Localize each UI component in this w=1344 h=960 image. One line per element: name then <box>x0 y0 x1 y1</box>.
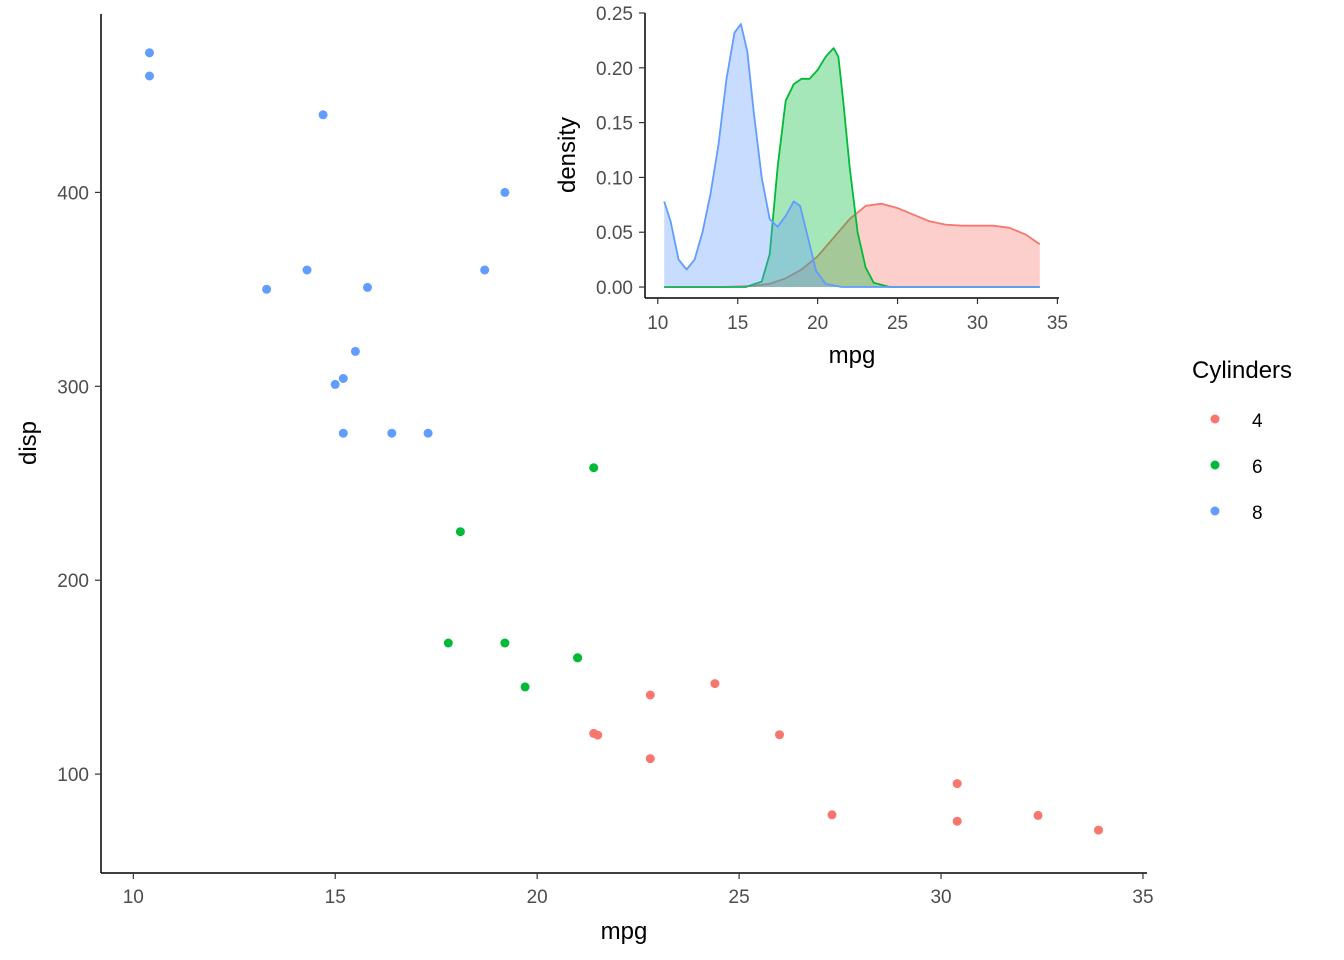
main-x-tick-label: 25 <box>729 887 750 908</box>
inset-y-ticks: 0.00 0.05 0.10 0.15 0.20 0.25 <box>596 4 645 299</box>
scatter-point-cyl-8 <box>318 110 328 120</box>
inset-y-tick-label: 0.10 <box>596 168 633 189</box>
scatter-point-cyl-8 <box>302 265 312 275</box>
inset-x-tick-label: 35 <box>1047 313 1068 334</box>
density-area-cyl-6 <box>664 48 1040 287</box>
scatter-point-cyl-8 <box>145 48 154 58</box>
scatter-point-cyl-4 <box>589 728 599 738</box>
legend-key-cyl-6 <box>1210 460 1220 470</box>
scatter-point-cyl-4 <box>952 779 962 789</box>
scatter-point-cyl-8 <box>262 284 272 294</box>
scatter-point-cyl-6 <box>589 463 599 473</box>
scatter-point-cyl-8 <box>387 428 397 438</box>
inset-density-areas <box>663 23 1041 288</box>
scatter-point-cyl-4 <box>1094 825 1103 835</box>
inset-x-axis-title: mpg <box>829 342 876 369</box>
main-scatter-panel: 10 15 20 25 30 35 100 200 300 400 mpg disp <box>15 14 1154 945</box>
scatter-point-cyl-8 <box>338 428 348 438</box>
legend-label-cyl-8: 8 <box>1252 503 1263 524</box>
scatter-point-cyl-6 <box>443 638 453 648</box>
scatter-point-cyl-4 <box>710 679 720 689</box>
scatter-point-cyl-6 <box>573 653 583 663</box>
inset-x-tick-label: 25 <box>887 313 908 334</box>
inset-x-ticks: 10 15 20 25 30 35 <box>647 298 1068 334</box>
scatter-point-cyl-4 <box>775 730 784 740</box>
scatter-point-cyl-4 <box>952 816 962 826</box>
inset-x-tick-label: 20 <box>807 313 828 334</box>
inset-y-tick-label: 0.00 <box>596 278 633 299</box>
legend-label-cyl-4: 4 <box>1252 411 1263 432</box>
main-y-ticks: 100 200 300 400 <box>57 183 101 786</box>
scatter-point-cyl-4 <box>1033 810 1043 820</box>
main-x-tick-label: 30 <box>930 887 951 908</box>
main-x-axis-title: mpg <box>601 918 648 945</box>
inset-density-panel: 10 15 20 25 30 35 0.00 0.05 0.10 0.15 0.20 0.25 mp… <box>554 4 1068 369</box>
main-x-tick-label: 10 <box>123 887 144 908</box>
main-points <box>145 48 1103 835</box>
scatter-point-cyl-4 <box>645 690 655 700</box>
inset-y-tick-label: 0.20 <box>596 59 633 80</box>
legend-key-cyl-8 <box>1210 506 1220 516</box>
scatter-point-cyl-8 <box>363 282 372 292</box>
scatter-point-cyl-6 <box>455 527 465 537</box>
density-area-cyl-4 <box>664 203 1040 287</box>
inset-x-tick-label: 10 <box>647 313 668 334</box>
legend-label-cyl-6: 6 <box>1252 457 1263 478</box>
legend: Cylinders 4 6 8 <box>1192 357 1292 524</box>
scatter-point-cyl-8 <box>145 71 154 81</box>
scatter-point-cyl-8 <box>480 265 490 275</box>
main-y-tick-label: 100 <box>57 765 89 786</box>
main-y-tick-label: 200 <box>57 571 89 592</box>
density-area-cyl-8 <box>664 24 1040 287</box>
main-y-axis-title: disp <box>15 421 42 465</box>
inset-y-tick-label: 0.25 <box>596 4 633 25</box>
scatter-point-cyl-4 <box>645 754 655 764</box>
inset-x-tick-label: 15 <box>727 313 748 334</box>
scatter-point-cyl-6 <box>500 638 510 648</box>
inset-y-axis-title: density <box>554 117 581 193</box>
density-line-cyl-6 <box>664 47 1040 288</box>
scatter-point-cyl-8 <box>338 374 348 383</box>
scatter-point-cyl-8 <box>350 346 360 356</box>
main-y-tick-label: 400 <box>57 183 89 204</box>
scatter-point-cyl-8 <box>423 428 433 438</box>
scatter-point-cyl-6 <box>520 682 530 692</box>
scatter-point-cyl-8 <box>330 379 340 389</box>
inset-y-tick-label: 0.05 <box>596 223 633 244</box>
inset-y-tick-label: 0.15 <box>596 114 633 135</box>
main-x-ticks: 10 15 20 25 30 35 <box>123 873 1154 908</box>
legend-title: Cylinders <box>1192 357 1292 384</box>
main-x-tick-label: 35 <box>1132 887 1153 908</box>
density-line-cyl-8 <box>663 23 1040 288</box>
scatter-point-cyl-4 <box>827 810 837 820</box>
legend-items: 4 6 8 <box>1210 411 1263 524</box>
main-x-tick-label: 20 <box>527 887 548 908</box>
inset-x-tick-label: 30 <box>967 313 988 334</box>
main-y-tick-label: 300 <box>57 377 89 398</box>
main-x-tick-label: 15 <box>325 887 346 908</box>
scatter-point-cyl-8 <box>500 187 510 197</box>
density-line-cyl-4 <box>664 202 1041 288</box>
legend-key-cyl-4 <box>1210 414 1220 424</box>
